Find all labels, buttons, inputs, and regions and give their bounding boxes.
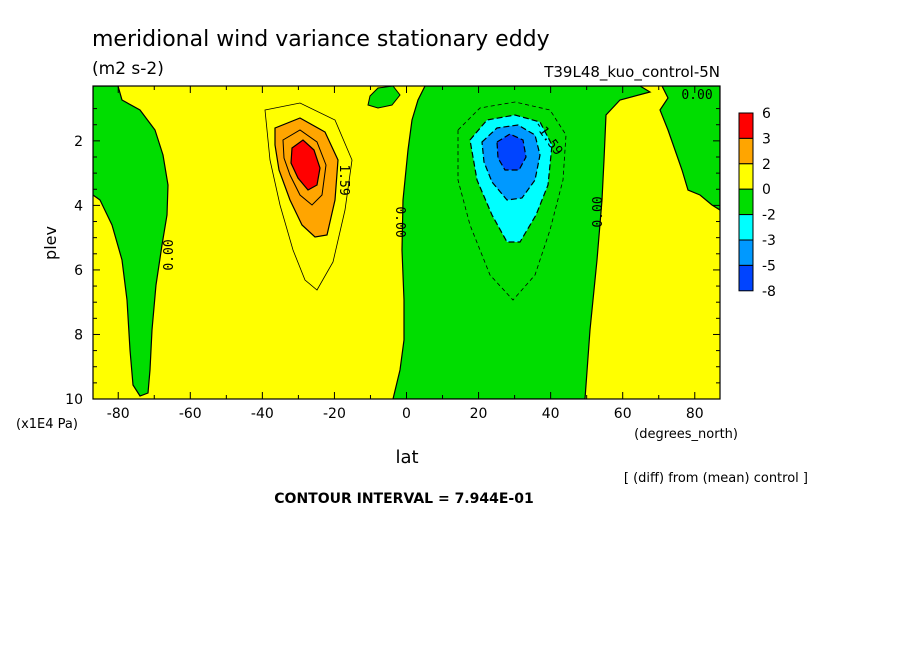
contour-pos-3	[282, 129, 327, 206]
colorbar-swatch	[738, 239, 754, 266]
x-tick-label: 0	[402, 406, 411, 422]
colorbar-swatch	[738, 137, 754, 165]
contour-label-3: 0.00	[392, 206, 407, 237]
colorbar-swatch	[738, 112, 754, 139]
green-region-west	[93, 86, 169, 397]
colorbar-label: -5	[762, 258, 776, 274]
dark-blue-region	[496, 133, 527, 171]
colorbar-label: -3	[762, 233, 776, 249]
contour-label-0: 0.00	[162, 239, 177, 270]
green-region-central	[392, 86, 652, 399]
contour-label-5: 0.00	[591, 196, 606, 227]
chart-title: meridional wind variance stationary eddy	[92, 27, 550, 52]
contour-interval-label: CONTOUR INTERVAL = 7.944E-01	[274, 491, 533, 507]
x-tick-label: -60	[179, 406, 202, 422]
y-tick-label: 4	[74, 198, 83, 214]
y-axis-units: (x1E4 Pa)	[16, 417, 78, 432]
y-axis-label: plev	[41, 226, 60, 260]
units-label: (m2 s-2)	[92, 59, 164, 79]
y-tick-label: 6	[74, 263, 83, 279]
diff-note: [ (diff) from (mean) control ]	[624, 471, 808, 486]
y-tick-label: 2	[74, 134, 83, 150]
colorbar-swatch	[738, 163, 754, 190]
y-tick-label: 10	[65, 392, 83, 408]
contour-field: 0.00 0.00 1.59 0.00 -1.59 0.00	[93, 86, 720, 399]
run-label: T39L48_kuo_control-5N	[543, 63, 720, 82]
x-tick-label: 80	[686, 406, 704, 422]
green-patch-top	[367, 86, 401, 109]
x-axis-units: (degrees_north)	[634, 427, 738, 442]
colorbar-label: -2	[762, 208, 776, 224]
x-tick-label: 40	[542, 406, 560, 422]
x-tick-label: -40	[251, 406, 274, 422]
y-axis: 2 4 6 8 10	[65, 108, 720, 408]
x-tick-label: 60	[614, 406, 632, 422]
colorbar-swatch	[738, 188, 754, 216]
contour-pos-1	[264, 102, 353, 291]
x-tick-label: 20	[470, 406, 488, 422]
colorbar-label: 3	[762, 131, 771, 147]
x-axis-label: lat	[395, 447, 418, 468]
colorbar-label: 0	[762, 182, 771, 198]
y-tick-label: 8	[74, 327, 83, 343]
colorbar-swatch	[738, 264, 754, 292]
colorbar-swatch	[738, 214, 754, 241]
contour-label-2: 1.59	[336, 164, 351, 195]
colorbar-label: 2	[762, 157, 771, 173]
x-tick-label: -80	[107, 406, 130, 422]
colorbar-label: -8	[762, 284, 776, 300]
x-tick-label: -20	[323, 406, 346, 422]
contour-label-1: 0.00	[681, 88, 712, 103]
colorbar: 6 3 2 0 -2 -3 -5 -8	[738, 106, 776, 300]
red-region	[290, 139, 321, 191]
contour-neg-1	[457, 101, 567, 301]
x-axis: -80 -60 -40 -20 0 20 40 60 80	[107, 86, 704, 422]
green-region-east	[659, 86, 720, 211]
colorbar-label: 6	[762, 106, 771, 122]
